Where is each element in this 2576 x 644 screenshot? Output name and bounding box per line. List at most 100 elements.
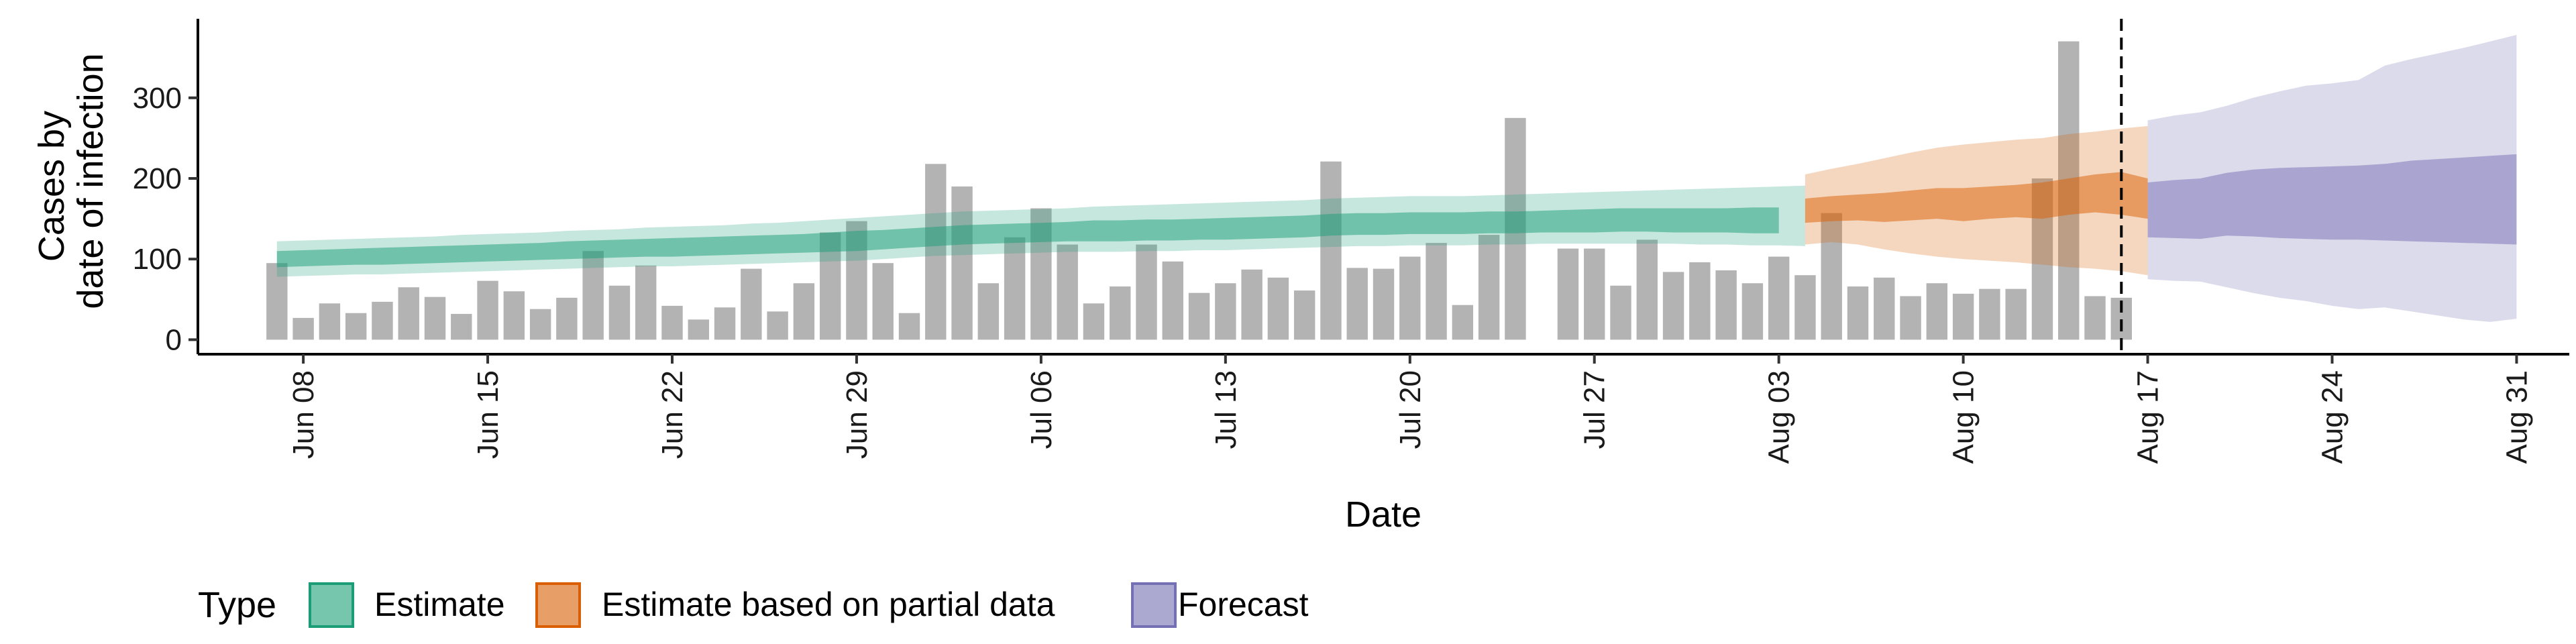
legend-key-estimate: [309, 582, 354, 628]
bar: [424, 297, 446, 340]
bar: [793, 283, 815, 340]
x-tick-label: Jun 22: [656, 370, 689, 459]
bar: [1373, 268, 1395, 340]
y-tick-label: 200: [133, 162, 182, 195]
bar: [1979, 288, 2000, 340]
bar: [1584, 248, 1605, 340]
bar: [1426, 243, 1447, 340]
x-tick-label: Jun 08: [287, 370, 320, 459]
y-axis-title-line-1: Cases by: [32, 111, 72, 262]
bar: [1821, 213, 1842, 340]
bar: [529, 309, 551, 340]
x-tick-label: Aug 03: [1763, 370, 1796, 464]
x-axis-ticks: Jun 08 Jun 15 Jun 22 Jun 29 Jul 06 Jul 13 Jul …: [287, 354, 2533, 464]
bar: [2084, 296, 2106, 340]
estimate-ribbons: [276, 35, 2517, 322]
legend-key-forecast: [1131, 582, 1177, 628]
bar: [292, 317, 314, 340]
ribbon-50-forecast: [2147, 154, 2517, 245]
x-tick-label: Aug 31: [2500, 370, 2533, 464]
bar: [951, 186, 973, 340]
bar: [898, 313, 920, 340]
y-axis-title-line-2: date of infection: [70, 53, 111, 309]
bar: [1900, 296, 1921, 340]
legend-title: Type: [198, 585, 276, 625]
bar: [1293, 290, 1316, 340]
y-tick-label: 0: [166, 323, 182, 356]
x-tick-label: Aug 10: [1947, 370, 1980, 464]
reported-cases-bars: [266, 41, 2132, 340]
legend: Type Estimate Estimate based on partial …: [198, 582, 1309, 628]
bar: [372, 301, 393, 340]
bar: [1610, 285, 1631, 340]
x-tick-label: Jul 27: [1578, 370, 1611, 449]
bar: [1636, 239, 1658, 340]
bar: [477, 280, 498, 340]
bar: [977, 283, 1000, 340]
bar: [1689, 262, 1711, 340]
bar: [1874, 277, 1895, 340]
bar: [1215, 283, 1236, 340]
bar: [635, 265, 657, 340]
bar: [1320, 161, 1342, 340]
ribbon-50-estimate: [276, 207, 1779, 268]
bar: [2005, 288, 2027, 340]
bar: [1715, 270, 1737, 340]
legend-label-forecast: Forecast: [1178, 586, 1309, 623]
bar: [1083, 303, 1105, 340]
bar: [1004, 237, 1026, 340]
bar: [714, 307, 736, 340]
bar: [1952, 293, 1974, 340]
y-axis-title: Cases by date of infection: [32, 53, 111, 309]
y-axis-ticks: 0 100 200 300: [133, 82, 198, 356]
bar: [1110, 286, 1131, 340]
bar: [1794, 275, 1816, 340]
bar: [1188, 292, 1210, 340]
bar: [925, 164, 947, 340]
x-tick-label: Jun 29: [841, 370, 873, 459]
bar: [872, 263, 894, 340]
y-tick-label: 100: [133, 243, 182, 276]
bar: [661, 305, 683, 340]
x-axis-title: Date: [1345, 494, 1421, 535]
bar: [1741, 283, 1764, 340]
bar: [1662, 272, 1684, 340]
ribbon-50-estimate-based-on-partial-data: [1805, 172, 2148, 223]
bar: [1557, 248, 1579, 340]
bar: [1399, 256, 1421, 340]
legend-label-estimate: Estimate: [374, 586, 505, 623]
bar: [1267, 277, 1289, 340]
bar: [1241, 269, 1263, 340]
bar: [767, 311, 788, 340]
bar: [1057, 244, 1078, 340]
x-tick-label: Jul 20: [1394, 370, 1427, 449]
x-tick-label: Aug 24: [2316, 370, 2349, 464]
bar: [1478, 235, 1500, 340]
bar: [1847, 286, 1869, 340]
bar: [741, 268, 762, 340]
bar: [503, 291, 525, 340]
bar: [1136, 244, 1157, 340]
bar: [1452, 305, 1474, 340]
bar: [345, 313, 367, 340]
x-tick-label: Jun 15: [472, 370, 504, 459]
bar: [582, 251, 604, 340]
bar: [1346, 268, 1368, 340]
bar: [451, 313, 472, 340]
x-tick-label: Jul 06: [1025, 370, 1058, 449]
bar: [1162, 261, 1183, 340]
legend-key-partial-data: [535, 582, 581, 628]
bar: [556, 297, 578, 340]
bar: [1926, 283, 1948, 340]
bar: [688, 319, 709, 340]
bar: [1768, 256, 1790, 340]
x-tick-label: Aug 17: [2132, 370, 2165, 464]
bar: [319, 303, 341, 340]
bar: [398, 287, 419, 340]
bar: [608, 285, 631, 340]
legend-label-partial-data: Estimate based on partial data: [602, 586, 1055, 623]
bar: [266, 263, 288, 340]
y-tick-label: 300: [133, 82, 182, 115]
x-tick-label: Jul 13: [1210, 370, 1242, 449]
